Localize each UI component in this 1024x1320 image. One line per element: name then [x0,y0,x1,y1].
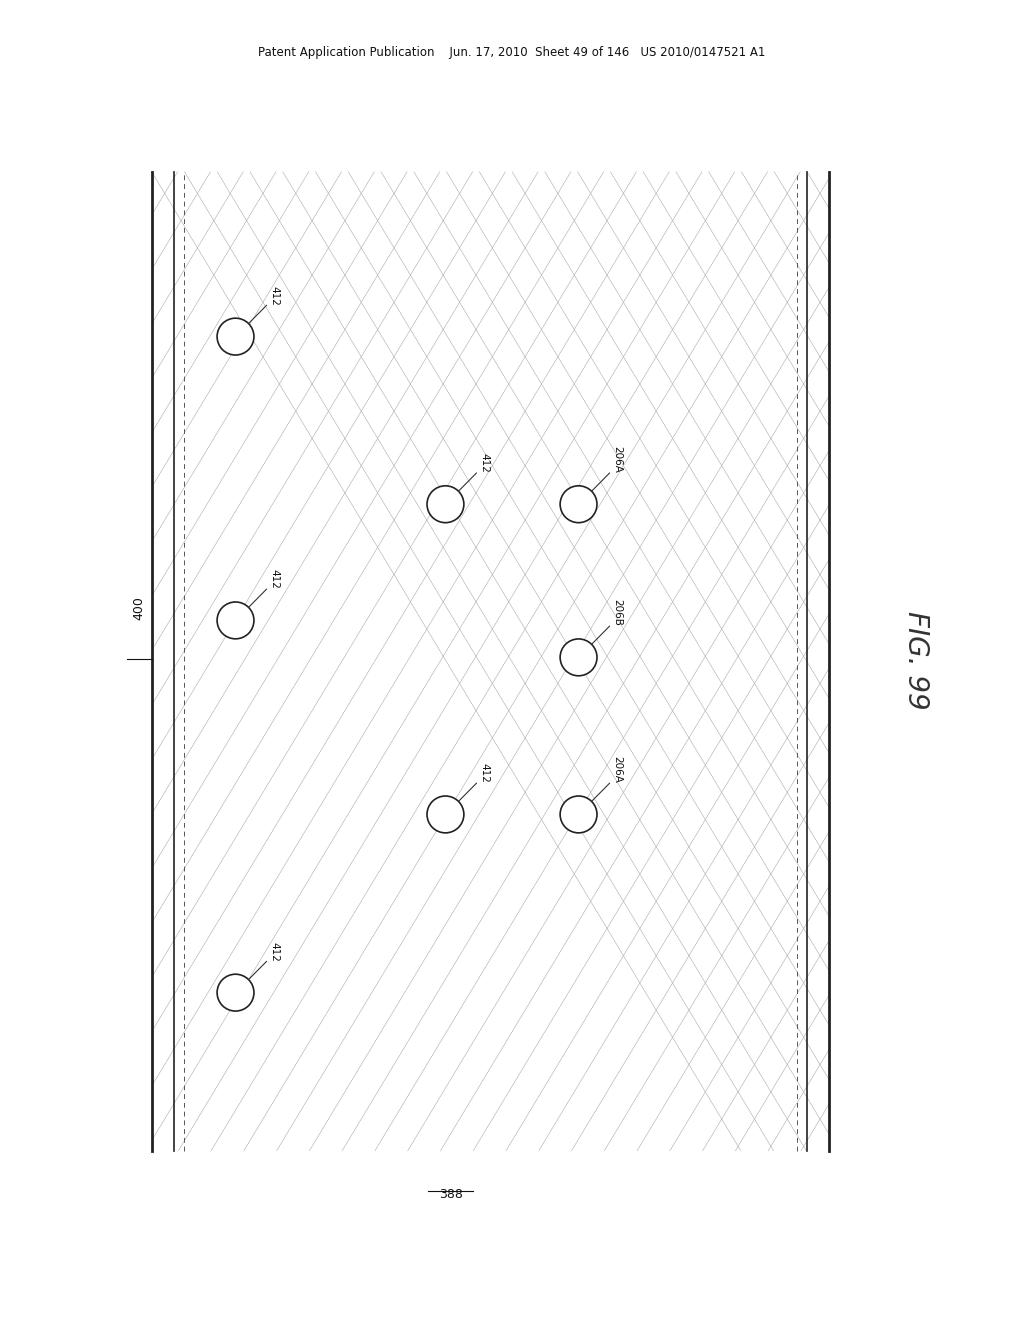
Text: 412: 412 [479,763,489,783]
Text: 412: 412 [269,285,280,305]
Text: 206A: 206A [612,756,623,783]
Text: 412: 412 [269,941,280,961]
Text: Patent Application Publication    Jun. 17, 2010  Sheet 49 of 146   US 2010/01475: Patent Application Publication Jun. 17, … [258,46,766,59]
Text: 412: 412 [479,453,489,473]
Text: 206B: 206B [612,599,623,626]
Text: 388: 388 [438,1188,463,1201]
Text: 412: 412 [269,569,280,589]
Ellipse shape [427,796,464,833]
Ellipse shape [560,796,597,833]
Ellipse shape [427,486,464,523]
Ellipse shape [217,318,254,355]
Text: 206A: 206A [612,446,623,473]
Ellipse shape [217,974,254,1011]
Ellipse shape [560,486,597,523]
Text: FIG. 99: FIG. 99 [902,611,931,709]
Ellipse shape [217,602,254,639]
Ellipse shape [560,639,597,676]
Bar [152,172,829,1151]
Bar [152,172,829,1151]
Text: 400: 400 [133,597,145,620]
